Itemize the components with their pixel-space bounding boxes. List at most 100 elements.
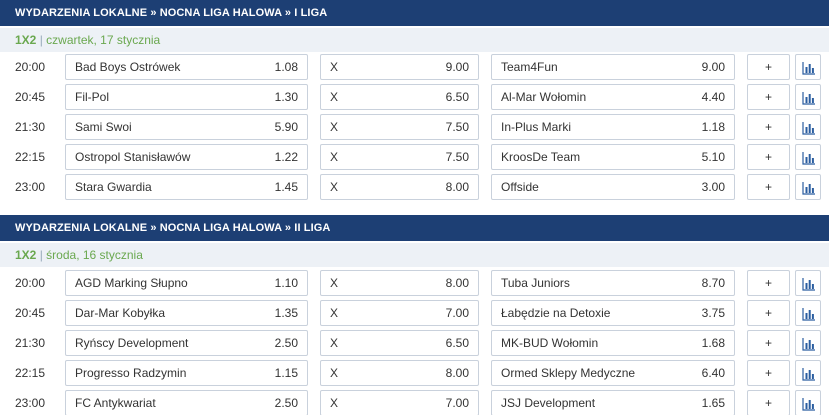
more-bets-button[interactable]: + (747, 144, 790, 170)
draw-odd-button[interactable]: X 7.50 (320, 144, 479, 170)
section-header-ii-liga[interactable]: WYDARZENIA LOKALNE » NOCNA LIGA HALOWA »… (0, 215, 829, 241)
draw-odd-button[interactable]: X 6.50 (320, 84, 479, 110)
away-team: Łabędzie na Detoxie (501, 306, 611, 320)
more-bets-button[interactable]: + (747, 174, 790, 200)
away-team: Offside (501, 180, 539, 194)
home-odd: 2.50 (274, 336, 298, 350)
draw-label: X (330, 396, 339, 410)
home-team: Fil-Pol (75, 90, 110, 104)
more-bets-button[interactable]: + (747, 270, 790, 296)
away-odd-button[interactable]: Tuba Juniors 8.70 (491, 270, 735, 296)
home-odd-button[interactable]: Progresso Radzymin 1.15 (65, 360, 308, 386)
stats-button[interactable] (795, 174, 821, 200)
home-odd: 1.10 (274, 276, 298, 290)
away-odd: 1.18 (701, 120, 725, 134)
stats-button[interactable] (795, 330, 821, 356)
away-odd-button[interactable]: Ormed Sklepy Medyczne 6.40 (491, 360, 735, 386)
draw-odd-button[interactable]: X 8.00 (320, 270, 479, 296)
draw-odd-button[interactable]: X 7.00 (320, 390, 479, 415)
match-row: 20:45 Dar-Mar Kobyłka 1.35 X 7.00 Łabędzie… (0, 299, 829, 329)
stats-button[interactable] (795, 360, 821, 386)
draw-odd-button[interactable]: X 7.00 (320, 300, 479, 326)
more-bets-button[interactable]: + (747, 360, 790, 386)
separator: | (39, 33, 43, 47)
away-odd-button[interactable]: Łabędzie na Detoxie 3.75 (491, 300, 735, 326)
home-odd-button[interactable]: Dar-Mar Kobyłka 1.35 (65, 300, 308, 326)
away-odd-button[interactable]: Team4Fun 9.00 (491, 54, 735, 80)
draw-label: X (330, 366, 339, 380)
draw-label: X (330, 306, 339, 320)
home-odd-button[interactable]: FC Antykwariat 2.50 (65, 390, 308, 415)
stats-button[interactable] (795, 114, 821, 140)
away-odd-button[interactable]: Offside 3.00 (491, 174, 735, 200)
away-team: In-Plus Marki (501, 120, 572, 134)
match-row: 23:00 Stara Gwardia 1.45 X 8.00 Offside 3.0… (0, 173, 829, 203)
match-time: 20:45 (15, 306, 46, 320)
draw-odd-button[interactable]: X 9.00 (320, 54, 479, 80)
match-row: 22:15 Progresso Radzymin 1.15 X 8.00 Ormed… (0, 359, 829, 389)
away-team: KroosDe Team (501, 150, 581, 164)
away-odd: 5.10 (701, 150, 725, 164)
away-odd-button[interactable]: In-Plus Marki 1.18 (491, 114, 735, 140)
home-odd-button[interactable]: AGD Marking Słupno 1.10 (65, 270, 308, 296)
draw-odd-button[interactable]: X 8.00 (320, 360, 479, 386)
date-row: 1X2 | czwartek, 17 stycznia (0, 28, 829, 52)
match-time: 23:00 (15, 180, 46, 194)
stats-button[interactable] (795, 300, 821, 326)
away-team: JSJ Development (501, 396, 596, 410)
away-odd-button[interactable]: KroosDe Team 5.10 (491, 144, 735, 170)
more-bets-button[interactable]: + (747, 300, 790, 326)
away-odd: 3.75 (701, 306, 725, 320)
home-odd-button[interactable]: Ostropol Stanisławów 1.22 (65, 144, 308, 170)
bar-chart-icon (802, 152, 815, 165)
away-odd: 1.68 (701, 336, 725, 350)
stats-button[interactable] (795, 270, 821, 296)
draw-odd: 7.00 (445, 396, 469, 410)
match-row: 23:00 FC Antykwariat 2.50 X 7.00 JSJ Devel… (0, 389, 829, 415)
match-time: 21:30 (15, 120, 46, 134)
section-header-i-liga[interactable]: WYDARZENIA LOKALNE » NOCNA LIGA HALOWA »… (0, 0, 829, 26)
away-odd-button[interactable]: MK-BUD Wołomin 1.68 (491, 330, 735, 356)
away-odd-button[interactable]: JSJ Development 1.65 (491, 390, 735, 415)
home-odd-button[interactable]: Stara Gwardia 1.45 (65, 174, 308, 200)
match-time: 22:15 (15, 366, 46, 380)
stats-button[interactable] (795, 390, 821, 415)
stats-button[interactable] (795, 144, 821, 170)
away-odd-button[interactable]: Al-Mar Wołomin 4.40 (491, 84, 735, 110)
draw-label: X (330, 90, 339, 104)
home-odd-button[interactable]: Ryńscy Development 2.50 (65, 330, 308, 356)
home-odd: 1.08 (274, 60, 298, 74)
bar-chart-icon (802, 62, 815, 75)
home-odd-button[interactable]: Bad Boys Ostrówek 1.08 (65, 54, 308, 80)
draw-odd-button[interactable]: X 8.00 (320, 174, 479, 200)
market-label: 1X2 (15, 33, 37, 47)
draw-odd: 6.50 (445, 336, 469, 350)
match-row: 20:00 AGD Marking Słupno 1.10 X 8.00 Tuba … (0, 269, 829, 299)
stats-button[interactable] (795, 84, 821, 110)
home-team: Ryńscy Development (75, 336, 189, 350)
home-odd-button[interactable]: Fil-Pol 1.30 (65, 84, 308, 110)
home-odd: 2.50 (274, 396, 298, 410)
match-time: 20:00 (15, 60, 46, 74)
away-team: MK-BUD Wołomin (501, 336, 599, 350)
stats-button[interactable] (795, 54, 821, 80)
more-bets-button[interactable]: + (747, 330, 790, 356)
draw-odd: 7.50 (445, 150, 469, 164)
separator: | (39, 248, 43, 262)
more-bets-button[interactable]: + (747, 54, 790, 80)
date-row: 1X2 | środa, 16 stycznia (0, 243, 829, 267)
market-label: 1X2 (15, 248, 37, 262)
match-row: 21:30 Sami Swoi 5.90 X 7.50 In-Plus Marki 1… (0, 113, 829, 143)
away-odd: 8.70 (701, 276, 725, 290)
home-team: Bad Boys Ostrówek (75, 60, 181, 74)
match-time: 22:15 (15, 150, 46, 164)
home-odd-button[interactable]: Sami Swoi 5.90 (65, 114, 308, 140)
date-label: czwartek, 17 stycznia (46, 33, 161, 47)
more-bets-button[interactable]: + (747, 390, 790, 415)
more-bets-button[interactable]: + (747, 84, 790, 110)
bar-chart-icon (802, 338, 815, 351)
draw-odd-button[interactable]: X 7.50 (320, 114, 479, 140)
more-bets-button[interactable]: + (747, 114, 790, 140)
bar-chart-icon (802, 122, 815, 135)
draw-odd-button[interactable]: X 6.50 (320, 330, 479, 356)
